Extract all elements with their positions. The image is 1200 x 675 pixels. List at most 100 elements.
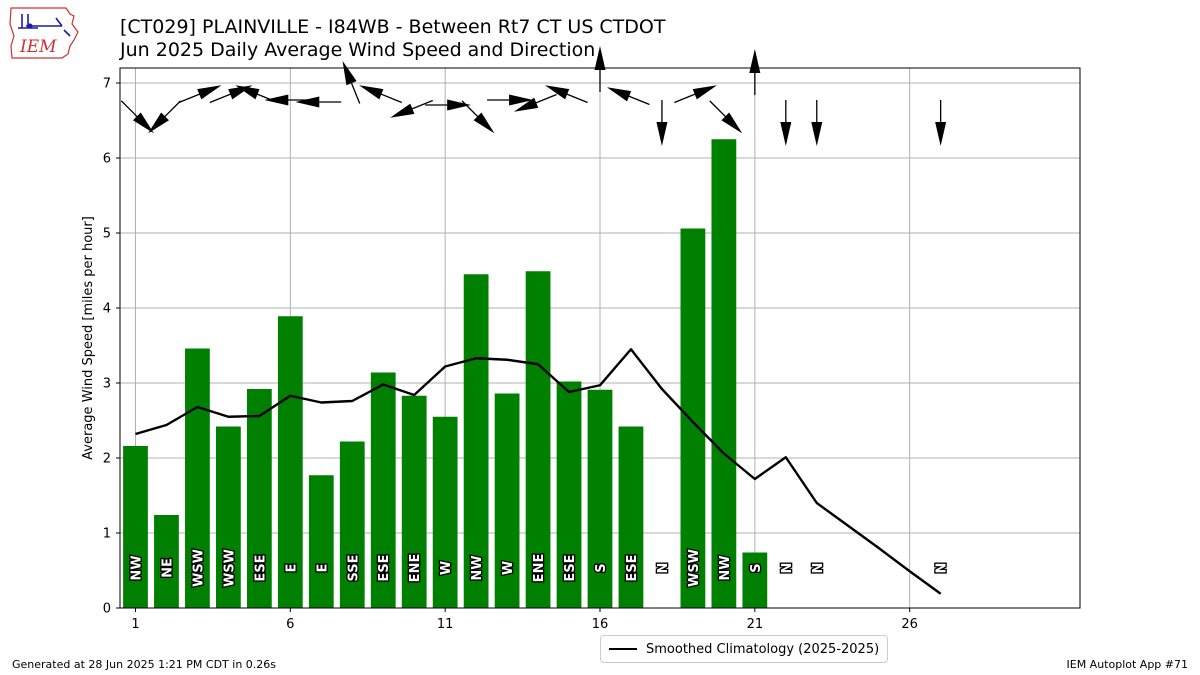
x-tick-label: 16 — [592, 617, 609, 632]
bar — [277, 316, 303, 608]
generated-timestamp: Generated at 28 Jun 2025 1:21 PM CDT in … — [12, 658, 277, 671]
x-tick-label: 6 — [286, 617, 294, 632]
arrow-head — [342, 60, 357, 86]
wind-arrow — [606, 87, 650, 106]
arrow-shaft — [178, 92, 202, 104]
direction-label: E — [315, 564, 330, 573]
direction-label: ESE — [377, 554, 392, 581]
logo-text: IEM — [19, 37, 57, 57]
arrow-head — [606, 87, 632, 102]
arrow-shaft — [350, 81, 361, 104]
bar — [587, 389, 613, 608]
arrow-shaft — [209, 92, 233, 104]
direction-label: ENE — [532, 554, 547, 583]
arrow-head — [264, 94, 289, 106]
arrow-head — [544, 85, 570, 100]
arrow-head — [509, 94, 534, 106]
line-layer — [135, 348, 942, 595]
y-tick-label: 4 — [103, 302, 111, 317]
y-tick-label: 7 — [103, 77, 111, 92]
arrow-head — [473, 112, 495, 134]
wind-arrow — [120, 100, 154, 134]
arrow-shaft — [534, 93, 557, 105]
wind-arrow — [749, 49, 761, 95]
direction-label: SSE — [346, 554, 361, 581]
bar — [123, 446, 148, 608]
direction-label: NW — [129, 555, 144, 580]
bar — [154, 515, 179, 608]
arrow-head — [148, 112, 169, 134]
bar — [370, 372, 396, 608]
bar — [246, 389, 272, 608]
wind-arrow — [342, 60, 361, 104]
arrow-head — [721, 112, 743, 134]
arrow-head — [656, 122, 668, 146]
wind-arrow — [390, 99, 433, 118]
wind-arrow — [544, 85, 588, 104]
wind-arrow — [235, 85, 279, 104]
bar — [556, 381, 582, 608]
bar — [742, 552, 768, 608]
arrow-shaft — [410, 99, 433, 111]
bar — [216, 426, 241, 608]
arrow-head — [935, 122, 947, 146]
bar — [308, 475, 334, 608]
arrow-shaft — [120, 100, 139, 119]
wind-arrow — [513, 93, 557, 112]
direction-label: ESE — [563, 554, 578, 581]
arrow-head — [295, 96, 320, 108]
iem-logo: IEM — [8, 6, 80, 60]
arrow-head — [235, 85, 260, 100]
wind-arrow — [709, 100, 743, 134]
bar — [463, 274, 489, 608]
wind-arrow — [674, 85, 718, 104]
direction-label: NW — [470, 555, 485, 580]
wind-arrow — [359, 85, 403, 104]
climatology-line — [135, 348, 942, 595]
direction-label: WSW — [222, 549, 237, 587]
wind-arrow — [209, 85, 253, 104]
arrow-head — [692, 85, 718, 100]
y-tick-label: 5 — [103, 227, 111, 242]
arrow-head — [749, 49, 761, 73]
y-tick-label: 3 — [103, 377, 111, 392]
direction-label-layer: NW NE WSW WSW ESE E E SSE ESE ENE W NW W ENE ESE S ESE N W… — [128, 548, 951, 589]
arrow-shaft — [461, 100, 480, 119]
wind-arrow — [656, 100, 668, 146]
wind-arrow — [461, 100, 495, 134]
wind-arrow — [935, 100, 947, 146]
arrow-shaft — [627, 94, 650, 106]
bar-layer — [123, 139, 768, 608]
arrow-head — [513, 97, 539, 112]
x-tick-label: 26 — [901, 617, 918, 632]
app-credit: IEM Autoplot App #71 — [1066, 658, 1189, 671]
direction-label: W — [501, 561, 516, 575]
direction-label: ESE — [253, 554, 268, 581]
y-tick-label: 0 — [103, 602, 111, 617]
arrow-shaft — [674, 92, 697, 104]
arrow-head — [447, 99, 472, 111]
bar — [680, 228, 706, 608]
legend-line-swatch — [609, 648, 637, 650]
direction-label: E — [284, 564, 299, 573]
legend: Smoothed Climatology (2025-2025) — [600, 635, 889, 663]
arrow-head — [197, 85, 222, 100]
wind-arrow — [178, 85, 222, 104]
direction-label: ENE — [408, 554, 423, 583]
arrow-head — [811, 122, 823, 146]
direction-label: ESE — [625, 554, 640, 581]
direction-label: N — [935, 563, 950, 574]
wind-arrow — [487, 94, 534, 106]
wind-arrow — [295, 96, 342, 108]
x-tick-label: 1 — [131, 617, 139, 632]
wind-arrow — [780, 100, 792, 146]
arrow-head — [133, 112, 154, 134]
wind-arrow — [148, 100, 182, 134]
bar — [185, 348, 210, 608]
direction-label: S — [594, 563, 609, 572]
direction-label: WSW — [687, 549, 702, 587]
arrow-shaft — [565, 92, 588, 104]
direction-label: S — [749, 563, 764, 572]
